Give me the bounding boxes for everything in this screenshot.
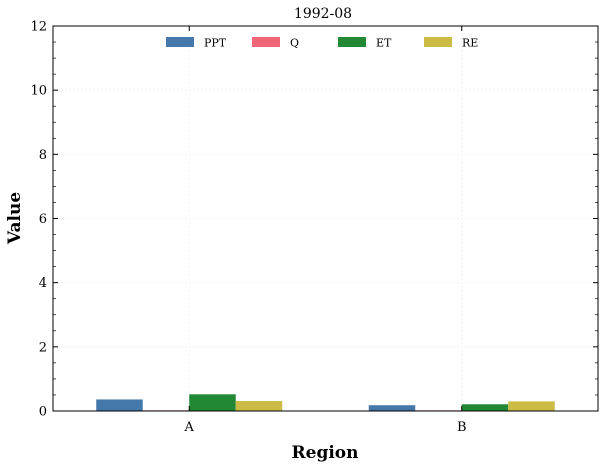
y-axis: 0 2 4 6 8 10 12 bbox=[30, 20, 598, 420]
y-tick-label: 12 bbox=[30, 20, 47, 35]
y-axis-label: Value bbox=[5, 192, 25, 245]
legend: PPT Q ET RE bbox=[166, 37, 478, 50]
legend-swatch-et bbox=[338, 37, 366, 47]
bar-re-b bbox=[508, 401, 555, 411]
legend-label-re: RE bbox=[462, 37, 478, 50]
legend-label-ppt: PPT bbox=[204, 37, 227, 50]
x-tick-label: A bbox=[184, 420, 195, 435]
y-tick-label: 4 bbox=[39, 276, 47, 291]
legend-swatch-re bbox=[424, 37, 452, 47]
legend-swatch-q bbox=[252, 37, 280, 47]
y-tick-label: 2 bbox=[39, 340, 47, 355]
legend-label-et: ET bbox=[376, 37, 392, 50]
chart-title: 1992-08 bbox=[294, 6, 352, 22]
grid bbox=[53, 26, 598, 411]
legend-label-q: Q bbox=[290, 37, 299, 50]
y-tick-label: 6 bbox=[39, 212, 47, 227]
y-tick-label: 8 bbox=[39, 148, 47, 163]
bar-ppt-b bbox=[368, 405, 416, 411]
legend-swatch-ppt bbox=[166, 37, 194, 47]
bars bbox=[96, 394, 555, 411]
x-tick-label: B bbox=[457, 420, 467, 435]
y-tick-label: 10 bbox=[30, 84, 47, 99]
x-axis-label: Region bbox=[292, 443, 359, 463]
bar-et-b bbox=[461, 404, 509, 411]
bar-re-a bbox=[235, 401, 283, 411]
bar-ppt-a bbox=[96, 399, 143, 411]
y-tick-label: 0 bbox=[39, 405, 47, 420]
bar-et-a bbox=[189, 394, 236, 411]
